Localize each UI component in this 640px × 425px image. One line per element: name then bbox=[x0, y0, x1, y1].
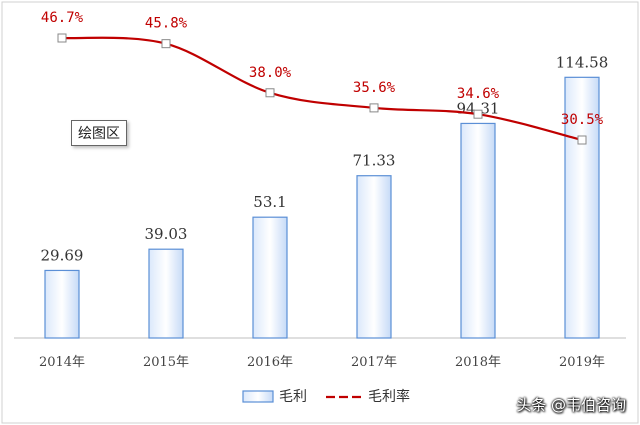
bar-value-label: 53.1 bbox=[253, 193, 286, 211]
rate-value-label: 45.8% bbox=[145, 16, 188, 32]
rate-marker bbox=[161, 39, 171, 49]
rate-marker bbox=[369, 103, 379, 113]
bar-value-label: 114.58 bbox=[556, 53, 609, 71]
rate-value-label: 34.6% bbox=[457, 86, 500, 102]
bar-value-label: 29.69 bbox=[41, 246, 84, 264]
x-tick-label: 2016年 bbox=[247, 355, 293, 370]
rate-value-label: 30.5% bbox=[561, 112, 604, 128]
legend-label-gross-margin-rate: 毛利率 bbox=[368, 388, 410, 405]
rate-value-label: 35.6% bbox=[353, 80, 396, 96]
rate-marker bbox=[473, 109, 483, 119]
legend-label-gross-profit: 毛利 bbox=[279, 389, 307, 405]
bar-gross-profit-2018年 bbox=[460, 122, 496, 339]
x-tick-label: 2014年 bbox=[39, 355, 85, 370]
plot-area-label: 绘图区 bbox=[71, 120, 127, 146]
bar-value-label: 39.03 bbox=[145, 225, 188, 243]
bar-gross-profit-2017年 bbox=[356, 175, 392, 339]
x-tick-label: 2018年 bbox=[455, 355, 501, 370]
x-tick-label: 2019年 bbox=[559, 355, 605, 370]
rate-value-label: 38.0% bbox=[249, 65, 292, 81]
bar-gross-profit-2016年 bbox=[252, 216, 288, 339]
bar-gross-profit-2015年 bbox=[148, 248, 184, 339]
x-tick-label: 2015年 bbox=[143, 355, 189, 370]
bar-value-label: 71.33 bbox=[353, 152, 396, 170]
rate-value-label: 46.7% bbox=[41, 10, 84, 26]
legend: 毛利 毛利率 bbox=[242, 388, 410, 405]
legend-swatch-gross-profit bbox=[242, 390, 274, 403]
x-tick-label: 2017年 bbox=[351, 355, 397, 370]
watermark: 头条 @韦伯咨询 bbox=[516, 396, 626, 414]
rate-marker bbox=[577, 135, 587, 145]
rate-marker bbox=[265, 88, 275, 98]
bar-gross-profit-2019年 bbox=[564, 76, 600, 339]
bar-gross-profit-2014年 bbox=[44, 269, 80, 339]
gross-margin-rate-line bbox=[61, 36, 583, 142]
rate-marker bbox=[57, 33, 67, 43]
